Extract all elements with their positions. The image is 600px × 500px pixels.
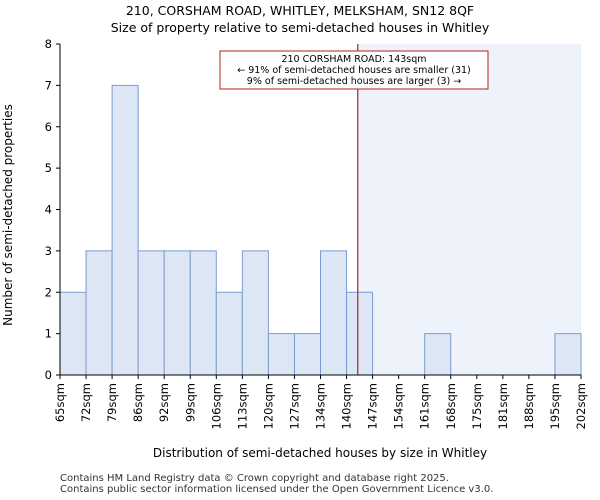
bar-113sqm [241,250,269,376]
x-tick-label-72sqm: 72sqm [79,383,93,422]
x-tick-label-79sqm: 79sqm [105,383,119,422]
x-tick-label-168sqm: 168sqm [444,383,458,429]
bar-106sqm [215,291,243,376]
annotation-box: 210 CORSHAM ROAD: 143sqm ← 91% of semi-d… [219,50,489,90]
bar-86sqm [137,250,165,376]
bar-120sqm [267,333,295,376]
x-tick-label-86sqm: 86sqm [131,383,145,422]
chart-title: 210, CORSHAM ROAD, WHITLEY, MELKSHAM, SN… [125,3,475,18]
x-tick-label-147sqm: 147sqm [366,383,380,429]
bar-127sqm [293,333,322,376]
y-tick-label-6: 6 [45,120,52,134]
x-tick-label-65sqm: 65sqm [53,383,67,422]
annotation-line-3: 9% of semi-detached houses are larger (3… [247,76,461,87]
x-tick-label-195sqm: 195sqm [548,383,562,429]
x-tick-label-202sqm: 202sqm [574,383,588,429]
x-tick-label-188sqm: 188sqm [522,383,536,429]
x-tick-label-92sqm: 92sqm [157,383,171,422]
footer-line-1: Contains HM Land Registry data © Crown c… [60,473,449,484]
x-tick-label-134sqm: 134sqm [314,383,328,429]
chart-subtitle: Size of property relative to semi-detach… [110,20,490,35]
larger-region-shade [357,44,581,375]
bar-161sqm [424,333,452,376]
y-tick-label-7: 7 [45,78,52,92]
x-tick-label-181sqm: 181sqm [496,383,510,429]
bar-134sqm [320,250,348,376]
x-tick-label-175sqm: 175sqm [470,383,484,429]
y-tick-label-0: 0 [45,368,52,382]
x-tick-label-99sqm: 99sqm [183,383,197,422]
bar-65sqm [59,291,87,376]
annotation-line-2: ← 91% of semi-detached houses are smalle… [237,65,471,76]
x-tick-label-113sqm: 113sqm [235,383,249,429]
x-tick-label-127sqm: 127sqm [287,383,301,429]
x-tick-label-120sqm: 120sqm [261,383,275,429]
y-tick-label-2: 2 [45,285,52,299]
y-tick-label-4: 4 [45,203,52,217]
y-tick-label-8: 8 [45,37,52,51]
footer-line-2: Contains public sector information licen… [60,484,494,495]
x-axis-label: Distribution of semi-detached houses by … [153,446,487,460]
bar-195sqm [554,333,582,376]
bar-79sqm [111,84,139,376]
bar-99sqm [189,250,217,376]
y-tick-label-5: 5 [45,161,52,175]
y-tick-label-1: 1 [45,327,52,341]
x-tick-label-154sqm: 154sqm [392,383,406,429]
x-tick-label-140sqm: 140sqm [340,383,354,429]
y-tick-label-3: 3 [45,244,52,258]
y-axis-label: Number of semi-detached properties [1,104,15,326]
bar-72sqm [85,250,113,376]
x-tick-label-106sqm: 106sqm [209,383,223,429]
annotation-line-1: 210 CORSHAM ROAD: 143sqm [281,54,426,65]
bar-92sqm [163,250,191,376]
bar-140sqm [346,291,374,376]
x-tick-label-161sqm: 161sqm [418,383,432,429]
